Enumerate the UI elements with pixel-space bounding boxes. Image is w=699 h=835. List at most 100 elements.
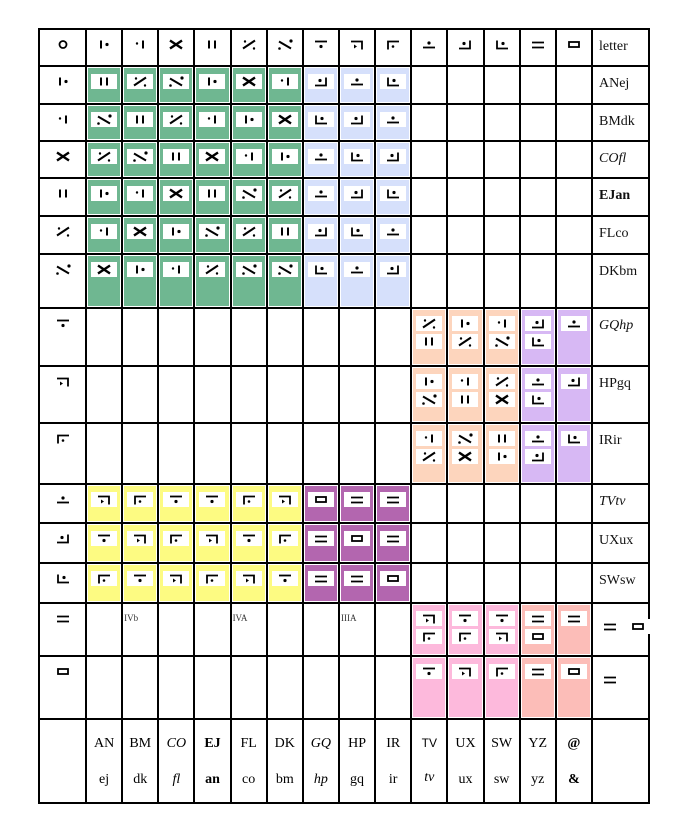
backslash-dots-glyph-icon: [271, 262, 298, 277]
l-corner-dot-glyph-icon: [307, 262, 334, 277]
l-corner-dot-glyph-icon: [380, 186, 407, 201]
row-label: FLco: [599, 226, 629, 241]
double-line-glyph-icon: [597, 672, 623, 687]
glyph-cell: [157, 103, 196, 142]
glyph-cell: [229, 28, 268, 67]
row-label: ANej: [599, 76, 630, 91]
double-line-glyph-icon: [344, 492, 371, 507]
glyph-cell: [482, 562, 521, 604]
corner-dot-glyph-icon: [380, 37, 407, 52]
l-corner-dot-glyph-icon: [488, 37, 515, 52]
rectangle-glyph-icon: [49, 664, 76, 679]
glyph-cell: [229, 307, 268, 367]
l-corner-dot-glyph-icon: [380, 74, 407, 89]
corner-dot-glyph-icon: [235, 492, 262, 507]
glyph-cell: [482, 215, 521, 255]
glyph-cell: [482, 522, 521, 564]
glyph-cell: [229, 562, 268, 604]
double-line-glyph-icon: [524, 611, 551, 626]
bar-dot-glyph-icon: [91, 186, 118, 201]
column-label-cell: AN ej: [84, 718, 124, 804]
tee-dot-glyph-icon: [452, 611, 479, 626]
j-corner-dot-glyph-icon: [49, 531, 76, 546]
row-label-cell: HPgq: [591, 365, 650, 424]
j-corner-dot-glyph-icon: [307, 74, 334, 89]
glyph-cell: [229, 103, 268, 142]
glyph-cell: [157, 655, 196, 720]
glyph-cell: [84, 253, 124, 309]
column-label-cell: FL co: [229, 718, 268, 804]
glyph-cell: [157, 253, 196, 309]
rectangle-glyph-icon: [560, 664, 587, 679]
column-label-upper: TV: [421, 736, 437, 750]
double-line-glyph-icon: [380, 531, 407, 546]
glyph-cell: [554, 365, 594, 424]
glyph-cell: [554, 253, 594, 309]
glyph-cell: [410, 177, 449, 217]
glyph-cell: [84, 562, 124, 604]
glyph-cell: [157, 177, 196, 217]
column-label-lower: fl: [172, 772, 181, 787]
glyph-cell: [301, 602, 340, 657]
table-row: IRir: [38, 422, 650, 485]
glyph-cell: [410, 562, 449, 604]
column-label-cell: BM dk: [121, 718, 160, 804]
column-label-cell: @ &: [554, 718, 594, 804]
row-label-cell: [591, 602, 651, 657]
glyph-cell: [446, 483, 485, 524]
row-head-cell: [38, 253, 87, 309]
double-line-glyph-icon: [344, 571, 371, 586]
glyph-cell: [337, 177, 377, 217]
underline-dot-glyph-icon: [344, 262, 371, 277]
row-label: SWsw: [599, 573, 636, 588]
row-label: letter: [599, 39, 628, 54]
dot-bar-glyph-icon: [127, 186, 154, 201]
row-label: BMdk: [599, 114, 635, 129]
hook-arrow-glyph-icon: [271, 492, 298, 507]
column-label-lower: co: [242, 772, 256, 787]
underline-dot-glyph-icon: [416, 37, 443, 52]
slash-dots-glyph-icon: [163, 112, 190, 127]
glyph-cell: [482, 253, 521, 309]
backslash-dots-glyph-icon: [49, 262, 76, 277]
hook-arrow-glyph-icon: [49, 374, 76, 389]
j-corner-dot-glyph-icon: [307, 224, 334, 239]
glyph-cell: [337, 422, 377, 485]
column-label-cell: YZ yz: [518, 718, 557, 804]
table-row: BMdk: [38, 103, 650, 142]
glyph-cell: [121, 307, 160, 367]
glyph-cell: [121, 177, 160, 217]
tee-dot-glyph-icon: [416, 664, 443, 679]
dot-bar-glyph-icon: [416, 431, 443, 446]
tee-dot-glyph-icon: [163, 492, 190, 507]
slash-dots-glyph-icon: [235, 37, 262, 52]
backslash-dots-glyph-icon: [235, 186, 262, 201]
glyph-cell: [337, 103, 377, 142]
dot-bar-glyph-icon: [127, 37, 154, 52]
glyph-cell: [301, 522, 340, 564]
glyph-cell: [229, 365, 268, 424]
underline-dot-glyph-icon: [49, 492, 76, 507]
tee-dot-glyph-icon: [271, 571, 298, 586]
glyph-cell: IIIA: [337, 602, 377, 657]
row-head-cell: [38, 522, 87, 564]
glyph-cell: [229, 140, 268, 179]
glyph-cell: [157, 307, 196, 367]
rectangle-glyph-icon: [524, 629, 551, 644]
underline-dot-glyph-icon: [380, 224, 407, 239]
glyph-cell: [121, 215, 160, 255]
row-head-cell: [38, 422, 87, 485]
glyph-cell: [554, 28, 594, 67]
glyph-cell: [121, 28, 160, 67]
glyph-cell: [301, 103, 340, 142]
column-label-cell: EJ an: [193, 718, 232, 804]
column-label-upper: AN: [93, 736, 115, 751]
bar-dot-glyph-icon: [452, 316, 479, 331]
glyph-cell: [193, 65, 232, 105]
glyph-cell: [374, 483, 413, 524]
backslash-dots-glyph-icon: [199, 224, 226, 239]
glyph-cell: [193, 253, 232, 309]
table-row: GQhp: [38, 307, 650, 367]
j-corner-dot-glyph-icon: [344, 186, 371, 201]
glyph-cell: [301, 307, 340, 367]
